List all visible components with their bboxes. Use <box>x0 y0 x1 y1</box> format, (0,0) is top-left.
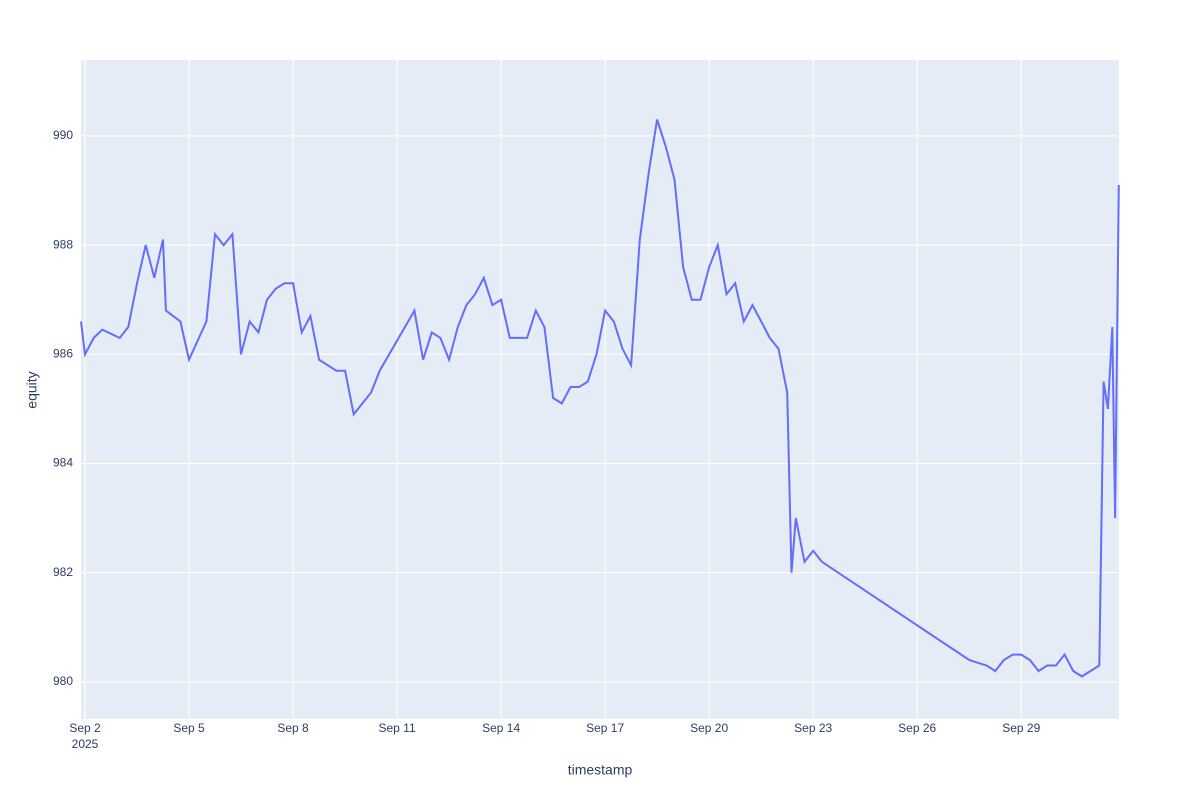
x-axis-title: timestamp <box>568 762 633 778</box>
x-tick-label: Sep 14 <box>482 721 520 735</box>
plot-area <box>81 60 1119 719</box>
x-tick-label: Sep 2 <box>69 721 101 735</box>
y-tick-label: 984 <box>53 456 73 470</box>
y-tick-label: 988 <box>53 237 73 251</box>
x-tick-label: Sep 26 <box>898 721 936 735</box>
x-tick-label: Sep 11 <box>378 721 415 735</box>
x-tick-label: Sep 23 <box>794 721 832 735</box>
x-tick-label: Sep 20 <box>690 721 728 735</box>
y-tick-label: 990 <box>53 128 73 142</box>
x-tick-label: Sep 5 <box>173 721 205 735</box>
y-axis-title: equity <box>24 371 40 408</box>
y-tick-label: 982 <box>53 565 73 579</box>
x-tick-label: Sep 8 <box>277 721 309 735</box>
y-tick-label: 980 <box>53 674 73 688</box>
line-series <box>80 119 1120 678</box>
x-tick-label: Sep 29 <box>1002 721 1040 735</box>
x-tick-year: 2025 <box>72 737 99 751</box>
x-tick-label: Sep 17 <box>586 721 624 735</box>
y-tick-label: 986 <box>53 346 73 360</box>
